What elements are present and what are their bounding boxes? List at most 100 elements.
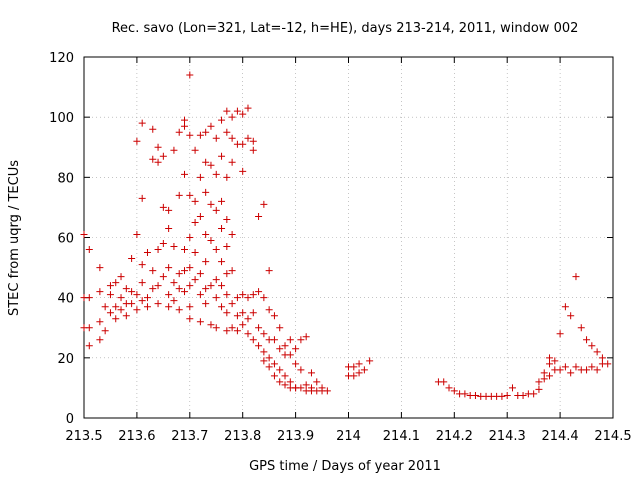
data-point xyxy=(218,303,226,311)
data-point xyxy=(181,170,189,178)
data-point xyxy=(122,312,130,320)
data-point xyxy=(85,342,93,350)
data-point xyxy=(260,357,268,365)
data-point xyxy=(154,246,162,254)
data-point xyxy=(244,134,252,142)
data-point xyxy=(138,279,146,287)
data-point xyxy=(313,378,321,386)
data-point xyxy=(286,351,294,359)
data-point xyxy=(202,188,210,196)
data-point xyxy=(218,152,226,160)
data-point xyxy=(535,378,543,386)
data-point xyxy=(112,303,120,311)
data-point xyxy=(265,354,273,362)
y-tick-label: 0 xyxy=(66,412,74,427)
data-point xyxy=(112,315,120,323)
data-point xyxy=(567,312,575,320)
data-point xyxy=(583,336,591,344)
data-point xyxy=(96,318,104,326)
data-point xyxy=(207,321,215,329)
data-point xyxy=(212,206,220,214)
data-point xyxy=(154,300,162,308)
data-point xyxy=(138,119,146,127)
data-point xyxy=(223,173,231,181)
data-point xyxy=(228,300,236,308)
data-point xyxy=(181,288,189,296)
x-tick-label: 213.5 xyxy=(65,429,102,444)
y-tick-label: 100 xyxy=(49,111,74,126)
data-point xyxy=(508,384,516,392)
data-point xyxy=(588,342,596,350)
x-tick-label: 214.3 xyxy=(489,429,526,444)
data-point xyxy=(128,300,136,308)
data-point xyxy=(154,143,162,151)
data-point xyxy=(202,285,210,293)
data-point xyxy=(270,372,278,380)
data-point xyxy=(228,113,236,121)
y-tick-label: 60 xyxy=(57,232,74,247)
data-point xyxy=(260,294,268,302)
data-point xyxy=(218,224,226,232)
data-point xyxy=(292,345,300,353)
data-point xyxy=(85,324,93,332)
data-point xyxy=(159,152,167,160)
data-point xyxy=(149,155,157,163)
data-point xyxy=(519,391,527,399)
data-point xyxy=(276,366,284,374)
data-point xyxy=(212,276,220,284)
data-point xyxy=(207,200,215,208)
data-point xyxy=(546,372,554,380)
data-point xyxy=(249,146,257,154)
data-point xyxy=(149,267,157,275)
data-point xyxy=(270,336,278,344)
data-point xyxy=(307,369,315,377)
data-point xyxy=(355,360,363,368)
data-point xyxy=(181,267,189,275)
y-tick-label: 20 xyxy=(57,352,74,367)
data-point xyxy=(223,327,231,335)
data-point xyxy=(265,363,273,371)
data-point xyxy=(228,134,236,142)
data-point xyxy=(450,387,458,395)
data-point xyxy=(323,387,331,395)
data-point xyxy=(165,224,173,232)
data-point xyxy=(186,191,194,199)
data-point xyxy=(181,116,189,124)
data-point xyxy=(540,375,548,383)
data-point xyxy=(265,306,273,314)
data-point xyxy=(297,384,305,392)
data-point xyxy=(228,324,236,332)
data-point xyxy=(143,249,151,257)
data-point xyxy=(186,71,194,79)
data-point xyxy=(101,327,109,335)
data-point xyxy=(286,378,294,386)
data-point xyxy=(186,234,194,241)
y-tick-label: 120 xyxy=(49,51,74,66)
data-point xyxy=(546,360,554,368)
data-point xyxy=(202,158,210,166)
y-tick-label: 40 xyxy=(57,292,74,307)
data-point xyxy=(223,243,231,251)
data-point xyxy=(593,348,601,356)
data-point xyxy=(297,336,305,344)
data-point xyxy=(196,291,204,299)
data-point xyxy=(302,381,310,389)
data-point xyxy=(85,294,93,302)
data-point xyxy=(175,128,183,136)
data-point xyxy=(212,134,220,142)
data-point xyxy=(133,306,141,314)
data-point xyxy=(165,206,173,214)
data-point xyxy=(302,333,310,341)
data-point xyxy=(255,324,263,332)
x-tick-label: 213.9 xyxy=(277,429,314,444)
data-point xyxy=(212,294,220,302)
data-point xyxy=(233,107,241,115)
data-point xyxy=(360,366,368,374)
data-point xyxy=(233,327,241,335)
data-point xyxy=(281,381,289,389)
data-point xyxy=(96,288,104,296)
data-point xyxy=(165,291,173,299)
data-point xyxy=(223,215,231,223)
data-point xyxy=(149,285,157,293)
